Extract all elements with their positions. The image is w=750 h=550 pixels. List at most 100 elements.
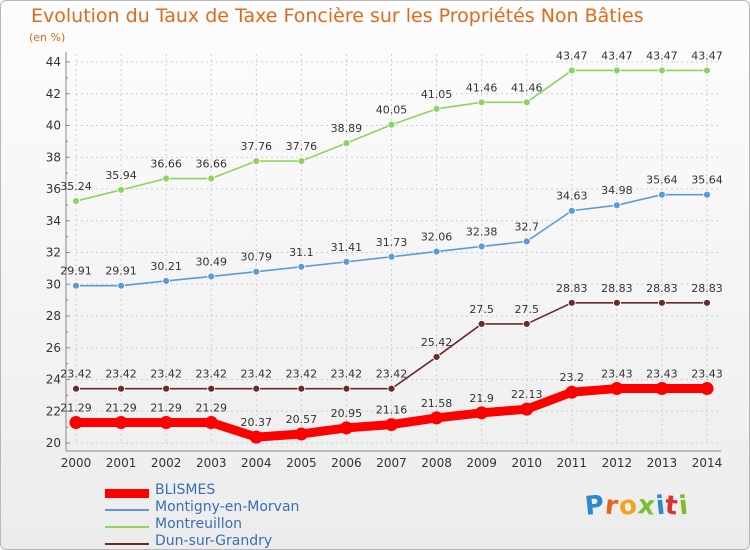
data-label: 35.64 <box>646 174 678 187</box>
legend-label: BLISMES <box>155 482 216 498</box>
y-tick-label: 24 <box>46 373 61 387</box>
data-labels: 21.29 21.29 21.29 21.29 20.37 20.57 20.95 21.16… <box>60 49 723 429</box>
data-point <box>658 66 666 75</box>
data-point <box>294 427 308 441</box>
data-label: 30.49 <box>195 255 227 268</box>
data-label: 43.47 <box>691 49 723 62</box>
data-label: 25.42 <box>421 336 453 349</box>
data-point <box>567 206 576 215</box>
data-point <box>432 247 441 256</box>
data-label: 41.46 <box>511 81 543 94</box>
data-label: 30.79 <box>241 251 273 264</box>
data-label: 21.58 <box>421 397 453 410</box>
data-point <box>703 190 711 199</box>
data-point <box>612 201 621 210</box>
data-label: 21.29 <box>60 402 92 415</box>
legend-swatch <box>105 526 149 528</box>
data-label: 37.76 <box>241 140 273 153</box>
data-label: 22.13 <box>511 388 543 401</box>
data-label: 23.42 <box>286 368 318 381</box>
data-point <box>522 320 531 328</box>
data-point <box>204 416 218 430</box>
x-tick-label: 2006 <box>331 456 362 470</box>
y-tick-label: 32 <box>46 246 61 260</box>
data-label: 34.98 <box>601 184 633 197</box>
grid <box>75 54 719 444</box>
data-point <box>387 120 396 129</box>
legend-swatch <box>105 543 149 545</box>
data-point <box>162 277 171 285</box>
x-tick-label: 2000 <box>61 456 92 470</box>
data-point <box>252 267 261 276</box>
data-label: 27.5 <box>514 303 539 316</box>
proxiti-logo: Proxiti <box>583 490 691 522</box>
data-label: 27.5 <box>469 303 494 316</box>
x-tick-label: 2009 <box>466 456 497 470</box>
data-point <box>520 402 534 416</box>
data-point <box>117 281 125 290</box>
data-label: 38.89 <box>331 122 363 135</box>
y-tick-label: 20 <box>46 436 61 450</box>
data-point <box>114 416 128 430</box>
data-label: 37.76 <box>286 140 318 153</box>
legend-label: Montigny-en-Morvan <box>155 499 300 515</box>
data-point <box>297 262 306 271</box>
x-tick-label: 2007 <box>376 456 407 470</box>
data-label: 35.94 <box>105 169 137 182</box>
data-point <box>658 190 666 199</box>
data-label: 40.05 <box>376 104 408 117</box>
data-label: 31.73 <box>376 236 408 249</box>
y-tick-label: 44 <box>46 55 61 69</box>
data-label: 23.42 <box>150 368 182 381</box>
x-tick-label: 2014 <box>692 456 723 470</box>
x-tick-label: 2013 <box>647 456 678 470</box>
data-label: 23.42 <box>376 368 408 381</box>
y-tick-label: 36 <box>46 182 61 196</box>
data-point <box>522 98 531 107</box>
data-label: 35.24 <box>60 180 92 193</box>
data-point <box>117 186 125 194</box>
data-point <box>207 384 216 393</box>
data-label: 23.2 <box>560 371 585 384</box>
data-point <box>567 298 576 307</box>
data-point <box>297 384 306 393</box>
data-label: 21.29 <box>150 402 182 415</box>
data-point <box>252 157 261 165</box>
data-point <box>249 430 263 444</box>
data-point <box>610 382 624 396</box>
data-point <box>567 66 576 75</box>
data-point <box>252 384 261 393</box>
data-label: 28.83 <box>646 282 678 295</box>
data-point <box>475 406 489 420</box>
data-point <box>565 385 579 399</box>
data-label: 23.42 <box>195 368 227 381</box>
data-label: 43.47 <box>601 49 633 62</box>
data-label: 35.64 <box>691 174 723 187</box>
data-label: 36.66 <box>150 158 182 171</box>
y-tick-label: 28 <box>46 309 61 323</box>
data-label: 29.91 <box>60 265 92 278</box>
data-label: 41.05 <box>421 88 453 101</box>
data-point <box>387 384 396 393</box>
data-label: 32.38 <box>466 225 498 238</box>
y-tick-label: 22 <box>46 404 61 418</box>
data-label: 20.37 <box>241 416 273 429</box>
x-tick-label: 2003 <box>196 456 227 470</box>
data-point <box>477 242 486 251</box>
y-tick-label: 40 <box>46 119 61 133</box>
data-label: 28.83 <box>556 282 588 295</box>
x-tick-label: 2004 <box>241 456 272 470</box>
data-label: 23.42 <box>105 368 137 381</box>
y-tick-label: 38 <box>46 150 61 164</box>
x-tick-label: 2005 <box>286 456 317 470</box>
chart-subtitle: (en %) <box>29 31 66 44</box>
data-label: 20.95 <box>331 407 363 420</box>
data-label: 43.47 <box>556 49 588 62</box>
data-point <box>162 174 171 183</box>
data-point <box>72 197 80 205</box>
data-point <box>612 66 621 75</box>
data-point <box>342 139 351 148</box>
data-point <box>703 298 711 307</box>
x-tick-label: 2008 <box>421 456 452 470</box>
data-label: 31.41 <box>331 241 363 254</box>
